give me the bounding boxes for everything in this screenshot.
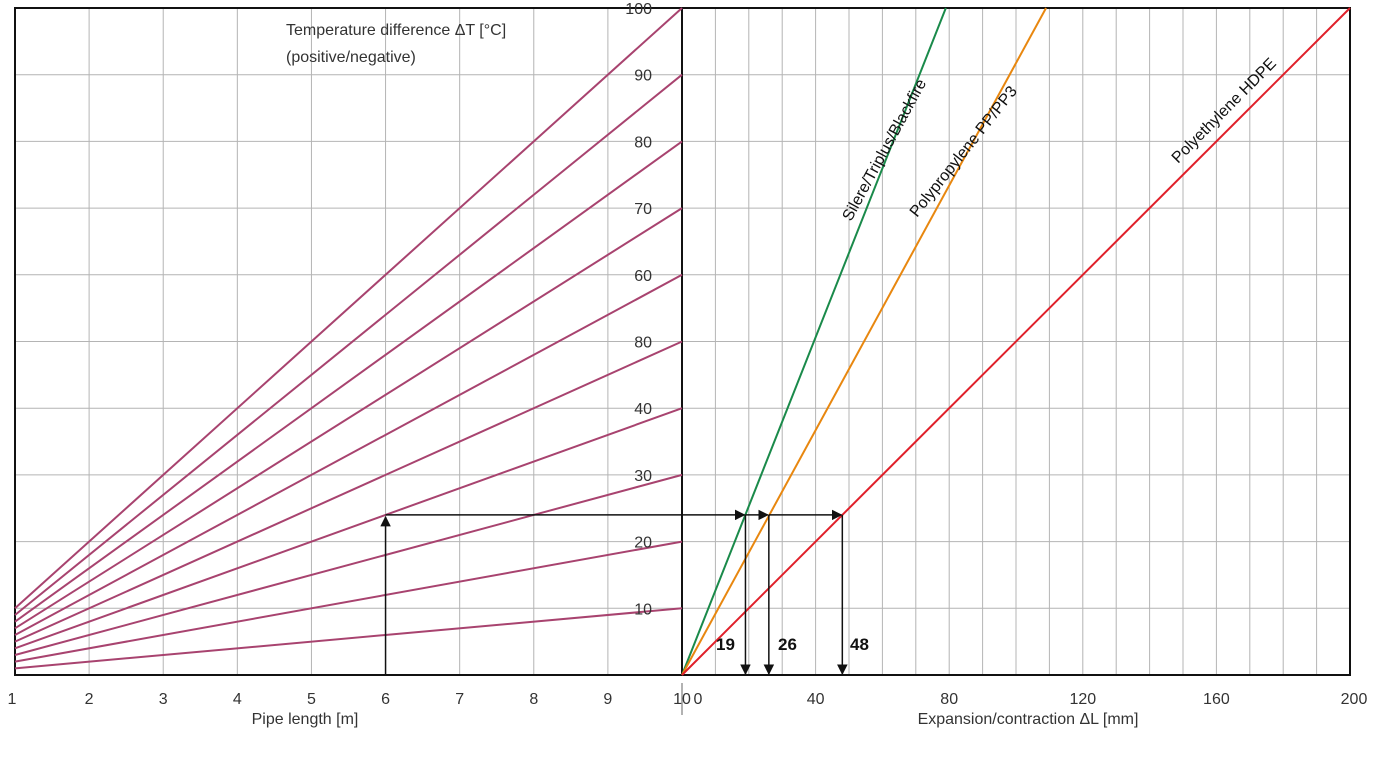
right-x-tick: 200: [1341, 691, 1368, 708]
dT-label: 10: [634, 601, 652, 618]
series-label: Polyethylene HDPE: [1169, 55, 1280, 167]
dT-label: 80: [634, 134, 652, 151]
dT-label: 70: [634, 201, 652, 218]
left-x-tick: 2: [85, 691, 94, 708]
right-xlabel: Expansion/contraction ΔL [mm]: [918, 711, 1139, 728]
right-x-tick: 0: [694, 691, 703, 708]
left-series-line-50: [15, 342, 682, 642]
left-x-tick: 5: [307, 691, 316, 708]
left-ylabel-line2: (positive/negative): [286, 49, 416, 66]
series-label: Polypropylene PP/PP3: [907, 83, 1021, 220]
chart-labels: Temperature difference ΔT [°C] (positive…: [8, 1, 1368, 728]
left-x-tick: 3: [159, 691, 168, 708]
left-x-tick: 7: [455, 691, 464, 708]
left-series-lines: [15, 8, 682, 668]
dT-label: 100: [625, 1, 652, 18]
left-series-line-80: [15, 141, 682, 621]
dT-label: 90: [634, 68, 652, 85]
left-series-line-60: [15, 275, 682, 635]
example-lines: [386, 515, 843, 675]
result-label: 19: [716, 635, 735, 654]
dT-label: 60: [634, 268, 652, 285]
left-ylabel-line1: Temperature difference ΔT [°C]: [286, 22, 506, 39]
left-series-line-10: [15, 608, 682, 668]
left-series-line-20: [15, 542, 682, 662]
result-label: 26: [778, 635, 797, 654]
right-x-tick: 120: [1069, 691, 1096, 708]
left-series-line-100: [15, 8, 682, 608]
dT-label: 20: [634, 535, 652, 552]
result-label: 48: [850, 635, 869, 654]
right-x-tick: 160: [1203, 691, 1230, 708]
left-x-tick: 9: [603, 691, 612, 708]
left-x-tick: 8: [529, 691, 538, 708]
left-x-tick: 6: [381, 691, 390, 708]
left-xlabel: Pipe length [m]: [252, 711, 359, 728]
right-x-tick: 40: [807, 691, 825, 708]
left-series-line-90: [15, 75, 682, 615]
left-x-tick: 1: [8, 691, 17, 708]
right-x-tick: 80: [940, 691, 958, 708]
left-x-tick: 4: [233, 691, 242, 708]
dT-label: 40: [634, 401, 652, 418]
dT-label: 80: [634, 335, 652, 352]
left-series-line-40: [15, 408, 682, 648]
dT-label: 30: [634, 468, 652, 485]
left-x-tick: 10: [673, 691, 691, 708]
